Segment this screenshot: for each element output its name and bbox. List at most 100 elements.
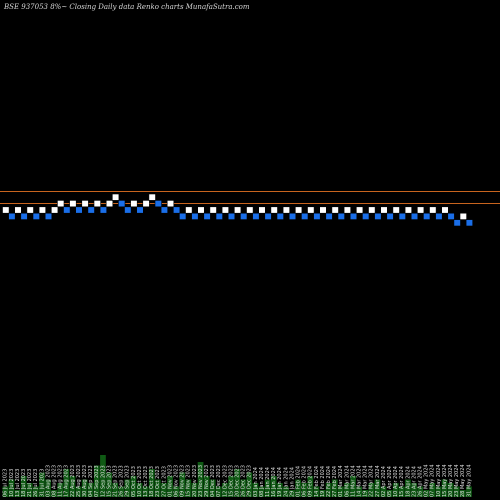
x-tick-label: 19 Jan 2024 xyxy=(277,467,283,497)
volume-bar xyxy=(392,483,399,497)
x-tick-label: 23 Apr 2024 xyxy=(411,466,417,497)
volume-bar xyxy=(325,483,332,497)
renko-brick-up xyxy=(246,206,254,214)
x-tick-label: 14 Feb 2024 xyxy=(314,466,320,497)
volume-bar xyxy=(39,472,45,497)
renko-brick-down xyxy=(337,212,345,220)
x-tick-label: 10 Oct 2023 xyxy=(137,466,143,497)
volume-bar xyxy=(112,483,118,497)
volume-bar xyxy=(179,472,186,497)
volume-bar xyxy=(8,479,15,497)
volume-bar xyxy=(411,483,417,497)
renko-brick-down xyxy=(215,212,223,220)
x-tick-label: 20 Dec 2023 xyxy=(235,465,241,497)
x-tick-label: 07 May 2024 xyxy=(430,464,436,497)
renko-brick-down xyxy=(136,206,144,214)
renko-brick-up xyxy=(429,206,437,214)
volume-bar xyxy=(81,479,88,497)
renko-brick-down xyxy=(227,212,236,220)
renko-brick-down xyxy=(87,206,95,214)
volume-bar xyxy=(356,486,362,497)
volume-bar xyxy=(106,472,112,497)
x-tick-label: 06 Jul 2023 xyxy=(3,469,9,497)
x-tick-label: 09 Nov 2023 xyxy=(180,465,186,497)
volume-bar xyxy=(374,479,381,497)
x-tick-label: 26 Sep 2023 xyxy=(119,465,125,497)
x-tick-label: 21 Jul 2023 xyxy=(27,469,33,497)
volume-bar xyxy=(252,483,259,497)
x-tick-label: 03 Jan 2024 xyxy=(253,467,259,497)
x-tick-label: 02 Apr 2024 xyxy=(381,466,387,497)
x-tick-label: 20 May 2024 xyxy=(448,464,454,497)
renko-brick-up xyxy=(441,206,449,214)
renko-brick-up xyxy=(50,206,59,214)
x-tick-label: 06 Mar 2024 xyxy=(344,465,350,497)
volume-bar xyxy=(313,486,320,497)
x-tick-label: 28 May 2024 xyxy=(460,464,466,497)
volume-bar xyxy=(203,476,210,497)
volume-bar xyxy=(264,479,271,497)
renko-brick-down xyxy=(447,212,455,220)
x-tick-label: 04 Sep 2023 xyxy=(88,465,94,497)
x-tick-label: 30 Aug 2023 xyxy=(82,465,88,497)
x-tick-label: 13 Jul 2023 xyxy=(15,469,21,497)
volume-bar xyxy=(2,486,9,497)
x-tick-label: 10 Jul 2023 xyxy=(9,469,15,497)
renko-brick-down xyxy=(191,212,199,220)
x-tick-label: 27 Feb 2024 xyxy=(332,466,338,497)
renko-brick-down xyxy=(99,206,107,214)
renko-brick-up xyxy=(319,206,327,214)
x-tick-label: 11 Aug 2023 xyxy=(58,465,64,497)
volume-bar xyxy=(246,472,253,497)
x-tick-label: 03 Aug 2023 xyxy=(45,465,51,497)
volume-bar xyxy=(466,486,472,497)
volume-bar xyxy=(124,479,131,497)
volume-bar xyxy=(435,486,442,497)
renko-brick-down xyxy=(301,212,309,220)
renko-brick-up xyxy=(282,206,291,214)
volume-bar xyxy=(453,486,460,497)
x-tick-label: 07 Dec 2023 xyxy=(216,465,222,497)
volume-bar xyxy=(209,479,216,497)
volume-bar xyxy=(240,479,247,497)
x-tick-label: 15 Sep 2023 xyxy=(106,465,112,497)
x-tick-label: 21 Sep 2023 xyxy=(113,465,119,497)
x-tick-label: 12 Sep 2023 xyxy=(100,465,106,497)
renko-brick-up xyxy=(112,193,120,201)
renko-brick-down xyxy=(124,206,132,214)
volume-bar xyxy=(51,490,57,497)
renko-brick-down xyxy=(386,212,394,220)
renko-brick-down xyxy=(203,212,211,220)
renko-brick-up xyxy=(392,206,400,214)
x-tick-label: 19 Mar 2024 xyxy=(363,465,369,497)
volume-bar xyxy=(423,490,430,497)
volume-bar xyxy=(417,486,423,497)
volume-bar xyxy=(380,486,387,497)
x-tick-label: 22 Mar 2024 xyxy=(369,465,375,497)
renko-brick-up xyxy=(331,206,339,214)
renko-brick-up xyxy=(57,200,65,208)
renko-brick-up xyxy=(404,206,413,214)
volume-bar xyxy=(307,476,314,497)
volume-bar xyxy=(222,483,228,497)
renko-brick-down xyxy=(63,206,71,214)
volume-bar xyxy=(191,483,198,497)
volume-bar xyxy=(173,486,179,497)
renko-brick-down xyxy=(118,200,126,208)
x-tick-label: 01 Nov 2023 xyxy=(167,465,173,497)
x-tick-label: 06 Nov 2023 xyxy=(174,465,180,497)
x-tick-label: 11 Mar 2024 xyxy=(350,465,356,497)
renko-brick-down xyxy=(44,212,53,220)
volume-bar xyxy=(167,476,173,497)
renko-brick-up xyxy=(459,212,467,220)
volume-bar xyxy=(216,486,222,497)
x-tick-label: 04 Dec 2023 xyxy=(210,465,216,497)
volume-bar xyxy=(344,483,350,497)
volume-bar xyxy=(148,469,155,497)
renko-brick-up xyxy=(355,206,364,214)
volume-bar xyxy=(338,486,344,497)
renko-brick-down xyxy=(173,206,181,214)
renko-brick-down xyxy=(252,212,260,220)
